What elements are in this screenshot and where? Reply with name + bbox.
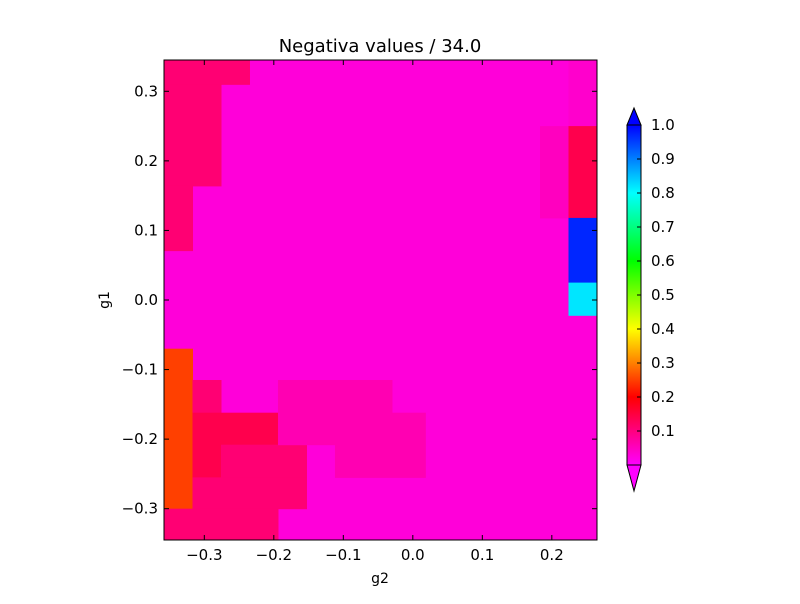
heatmap-cell: [277, 380, 393, 414]
y-tick-label: −0.3: [122, 500, 158, 518]
y-tick-label: 0.3: [134, 82, 158, 100]
y-tick-label: −0.1: [122, 361, 158, 379]
chart-title: Negativa values / 34.0: [279, 36, 482, 57]
colorbar-tick-label: 1.0: [651, 116, 675, 134]
x-tick-label: 0.0: [401, 546, 425, 564]
heatmap-cell: [192, 477, 307, 510]
x-tick-label: −0.3: [186, 546, 222, 564]
y-axis-label: g1: [97, 291, 113, 309]
heatmap-cell: [192, 60, 250, 85]
heatmap-cell: [192, 444, 222, 478]
heatmap-cell: [568, 60, 597, 127]
colorbar-tick-label: 0.7: [651, 218, 675, 236]
heatmap-cell: [192, 412, 279, 446]
heatmap-cell: [334, 444, 426, 478]
heatmap-cell: [192, 380, 222, 414]
heatmap-cell: [220, 444, 307, 478]
heatmap-cell: [568, 126, 597, 219]
y-tick-label: 0.1: [134, 221, 158, 239]
y-tick-label: 0.2: [134, 152, 158, 170]
colorbar-tick-label: 0.2: [651, 388, 675, 406]
colorbar-tick-label: 0.1: [651, 422, 675, 440]
heatmap-cell: [277, 412, 426, 446]
colorbar-tick-label: 0.6: [651, 252, 675, 270]
x-tick-label: 0.2: [540, 546, 564, 564]
heatmap-cell: [568, 217, 597, 284]
heatmap-cell: [164, 508, 279, 540]
heatmap-cell: [540, 126, 570, 219]
x-axis: −0.3 −0.2 −0.1 0.0 0.1 0.2: [186, 60, 564, 564]
plot-area: [163, 59, 598, 541]
colorbar-tick-label: 0.3: [651, 354, 675, 372]
x-tick-label: −0.1: [325, 546, 361, 564]
colorbar-tick-label: 0.4: [651, 320, 675, 338]
x-axis-label: g2: [371, 571, 389, 587]
heatmap-cell: [164, 60, 193, 85]
colorbar-extend-max: [626, 106, 642, 126]
heatmap-cell: [164, 84, 222, 187]
colorbar-tick-label: 0.9: [651, 150, 675, 168]
heatmap-cell: [568, 282, 597, 316]
heatmap-cell: [164, 380, 193, 510]
y-axis: −0.3 −0.2 −0.1 0.0 0.1 0.2 0.3: [122, 82, 597, 518]
x-tick-label: 0.1: [470, 546, 494, 564]
colorbar-extend-min: [626, 464, 642, 493]
x-tick-label: −0.2: [256, 546, 292, 564]
heatmap-cell: [164, 348, 193, 381]
colorbar: 0.1 0.2 0.3 0.4 0.5 0.6 0.7 0.8 0.9 1.0: [626, 106, 675, 493]
heatmap-cell: [164, 185, 193, 252]
y-tick-label: −0.2: [122, 430, 158, 448]
y-tick-label: 0.0: [134, 291, 158, 309]
colorbar-tick-label: 0.8: [651, 184, 675, 202]
colorbar-tick-label: 0.5: [651, 286, 675, 304]
